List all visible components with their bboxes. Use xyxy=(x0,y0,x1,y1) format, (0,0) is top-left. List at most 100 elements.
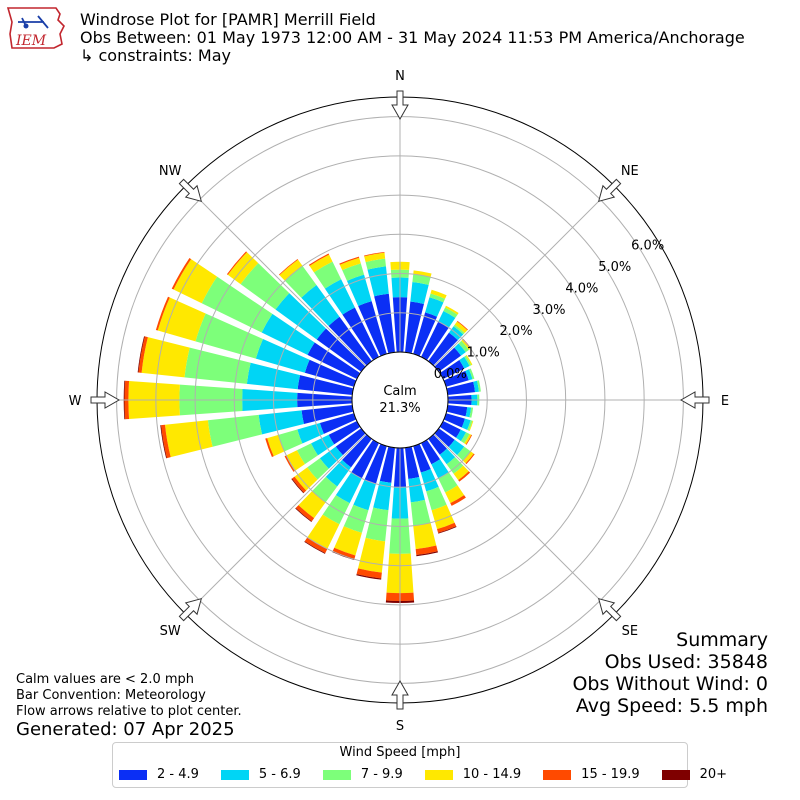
legend-item: 15 - 19.9 xyxy=(543,767,640,782)
windrose-bar-segment xyxy=(428,332,458,366)
speed-legend: Wind Speed [mph] 2 - 4.9 5 - 6.9 7 - 9.9 10… xyxy=(112,742,727,788)
windrose-bar-segment xyxy=(342,263,365,281)
windrose-bar-segment xyxy=(356,568,382,579)
windrose-bar-segment xyxy=(405,446,420,479)
windrose-bar-segment xyxy=(332,547,356,560)
windrose-bar-segment xyxy=(431,504,455,530)
windrose-bar-segment xyxy=(138,336,148,373)
windrose-bar-segment xyxy=(316,328,366,372)
windrose-bar-segment xyxy=(413,270,432,278)
windrose-grid xyxy=(96,96,704,704)
legend-swatch xyxy=(543,769,572,780)
windrose-bar-segment xyxy=(335,472,362,504)
radial-tick-label: 0.0% xyxy=(434,367,467,382)
windrose-bar-segment xyxy=(464,433,472,445)
windrose-bar-segment xyxy=(456,429,467,442)
radial-tick-label: 2.0% xyxy=(500,324,533,339)
plot-subtitle-constraints: ↳ constraints: May xyxy=(80,46,231,65)
calm-label: Calm xyxy=(383,384,416,399)
windrose-bar-segment xyxy=(365,258,386,270)
windrose-bar-segment xyxy=(468,420,474,432)
legend-swatch xyxy=(322,769,351,780)
windrose-bar-segment xyxy=(325,459,352,487)
windrose-bar-segment xyxy=(291,476,307,493)
legend-swatch xyxy=(661,769,690,780)
windrose-bar-segment xyxy=(367,266,389,297)
direction-label: NE xyxy=(621,164,639,179)
windrose-bar-segment xyxy=(351,439,379,479)
legend-item: 10 - 14.9 xyxy=(424,767,521,782)
windrose-bar-segment xyxy=(339,257,361,271)
legend-items: 2 - 4.9 5 - 6.9 7 - 9.9 10 - 14.9 15 - 19.9 2… xyxy=(119,767,749,782)
windrose-bar-segment xyxy=(413,312,438,357)
windrose-bar-segment xyxy=(342,307,379,361)
windrose-bar-segment xyxy=(164,420,213,458)
windrose-bar-segment xyxy=(439,359,465,379)
windrose-bar-segment xyxy=(443,307,458,318)
windrose-bar-segment xyxy=(454,321,468,334)
windrose-bar-segment xyxy=(457,320,468,331)
windrose-bar-segment xyxy=(296,443,318,465)
flow-arrow-icon xyxy=(178,597,203,622)
windrose-bar-segment xyxy=(364,252,386,263)
legend-swatch xyxy=(424,769,453,780)
windrose-bar-segment xyxy=(284,455,296,472)
windrose-bar-segment xyxy=(379,446,395,483)
windrose-bar-segment xyxy=(460,432,470,444)
windrose-labels: 0.0%1.0%2.0% 3.0%4.0%5.0%6.0% Calm 21.3% N NE… xyxy=(69,69,730,734)
windrose-bar-segment xyxy=(464,355,472,367)
windrose-bar-segment xyxy=(328,316,372,366)
windrose-bar-segment xyxy=(298,490,326,519)
windrose-bar-segment xyxy=(328,421,361,445)
windrose-bar-segment xyxy=(431,459,449,479)
windrose-bar-segment xyxy=(265,438,274,458)
windrose-bar-segment xyxy=(255,338,310,373)
radial-tick-label: 6.0% xyxy=(631,239,664,254)
windrose-bar-segment xyxy=(363,251,385,257)
grid-spoke xyxy=(185,185,367,367)
grid-spoke xyxy=(433,185,615,367)
flow-arrow-icon xyxy=(679,391,710,409)
windrose-bar-segment xyxy=(311,434,335,456)
windrose-bar-segment xyxy=(454,343,466,356)
windrose-bar-segment xyxy=(420,468,439,492)
radial-tick-label: 5.0% xyxy=(598,260,631,275)
windrose-bar-segment xyxy=(458,340,469,353)
iem-logo: IEM xyxy=(4,4,68,52)
windrose-bar-segment xyxy=(137,336,145,373)
windrose-bar-segment xyxy=(446,405,468,417)
windrose-bar-segment xyxy=(304,541,326,554)
windrose-bar-segment xyxy=(462,451,474,464)
windrose-bar-segment xyxy=(438,526,457,534)
windrose-bar-segment xyxy=(450,495,466,506)
legend-swatch xyxy=(220,769,249,780)
radial-tick-label: 4.0% xyxy=(565,281,598,296)
windrose-bar-segment xyxy=(261,313,315,355)
windrose-bar-segment xyxy=(430,289,447,299)
flow-arrow-icon xyxy=(597,597,622,622)
windrose-bar-segment xyxy=(291,478,304,494)
windrose-bar-segment xyxy=(297,375,354,395)
flow-arrows-note: Flow arrows relative to plot center. xyxy=(16,704,242,719)
windrose-bar-segment xyxy=(171,257,192,290)
windrose-bar-segment xyxy=(448,439,465,456)
legend-item: 20+ xyxy=(661,767,727,782)
windrose-bar-segment xyxy=(437,522,457,533)
windrose-bar-segment xyxy=(457,446,471,461)
windrose-bar-segment xyxy=(301,284,340,326)
windrose-bar-segment xyxy=(226,251,247,275)
windrose-bar-segment xyxy=(184,347,251,384)
direction-label: NW xyxy=(159,164,182,179)
logo-text: IEM xyxy=(15,33,47,49)
windrose-bar-segment xyxy=(195,313,263,359)
windrose-bar-segment xyxy=(304,359,357,387)
windrose-bar-segment xyxy=(416,551,438,557)
windrose-bar-segment xyxy=(275,293,326,340)
windrose-bar-segment xyxy=(426,486,447,511)
windrose-bar-segment xyxy=(240,263,290,310)
windrose-bar-segment xyxy=(307,342,361,379)
windrose-bar-segment xyxy=(278,429,303,452)
windrose-bar-segment xyxy=(308,253,330,266)
windrose-bar-segment xyxy=(445,485,465,504)
windrose-bar-segment xyxy=(425,297,444,317)
